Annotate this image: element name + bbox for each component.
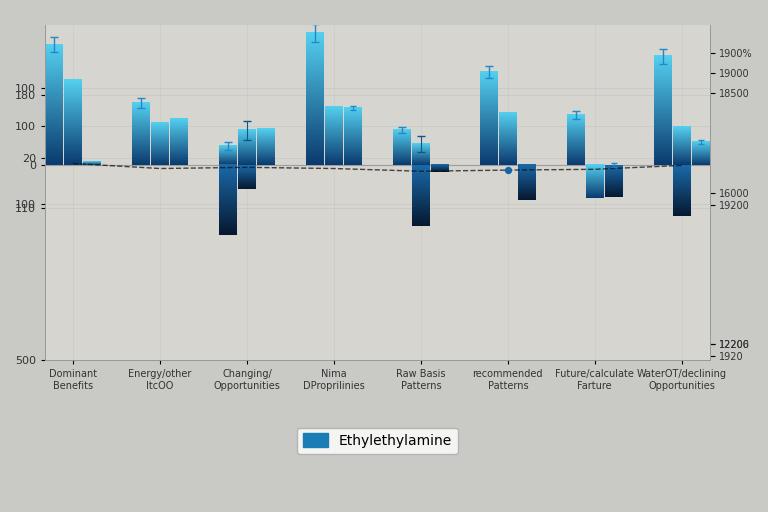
Point [502, 166, 514, 174]
Legend: Ethylethylamine: Ethylethylamine [297, 428, 458, 454]
